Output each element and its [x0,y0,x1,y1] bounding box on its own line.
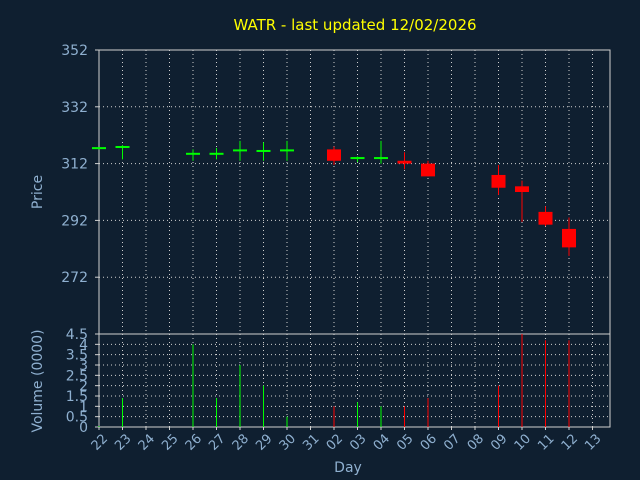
x-tick-label: 02 [324,431,346,453]
x-tick-label: 31 [300,431,322,453]
x-tick-label: 28 [230,431,252,453]
candle-23 [115,145,130,160]
candle-22 [92,147,106,150]
x-tick-label: 10 [512,431,534,453]
x-tick-label: 22 [89,431,111,453]
candle-27 [209,147,224,160]
x-axis: 22 23 24 25 26 27 28 29 30 31 02 03 04 05 06 07 08 09 10 11… [89,427,605,454]
candle-body [209,152,224,155]
candle-body [515,186,529,192]
x-tick-label: 03 [347,431,369,453]
x-tick-label: 25 [159,431,181,453]
x-tick-label: 24 [136,431,158,453]
candle-body [374,157,388,160]
candle-body [256,149,271,152]
volume-tick-label: 3 [79,358,88,374]
candle-03 [350,156,365,163]
candle-body [491,174,506,188]
candle-06 [421,160,435,177]
x-tick-label: 11 [535,431,557,453]
x-tick-label: 07 [441,431,463,453]
volume-tick-label: 1.5 [66,389,88,405]
x-tick-label: 23 [112,431,134,453]
candle-02 [327,146,341,166]
price-tick-label: 272 [61,270,88,286]
x-tick-label: 09 [488,431,510,453]
volume-bars [98,334,570,427]
candle-29 [256,142,271,161]
candle-body [538,211,553,225]
x-tick-label: 13 [582,431,604,453]
candle-09 [491,165,506,195]
volume-tick-label: 2 [79,379,88,395]
candle-body [115,145,130,148]
x-tick-label: 27 [206,431,228,453]
price-tick-label: 312 [61,157,88,173]
candle-10 [515,180,529,222]
candle-body [280,149,294,152]
volume-axis-label: Volume (0000) [30,329,46,432]
x-tick-label: 29 [253,431,275,453]
price-tick-label: 332 [61,100,88,116]
volume-tick-label: 3.5 [66,348,88,364]
price-axis-label: Price [30,175,46,209]
price-tick-label: 352 [61,43,88,59]
candle-body [92,147,106,150]
volume-plot-frame [98,333,611,428]
candle-body [397,160,412,164]
chart-title: WATR - last updated 12/02/2026 [233,16,476,34]
candle-28 [233,140,247,161]
x-tick-label: 08 [465,431,487,453]
x-tick-label: 04 [371,431,393,453]
volume-tick-label: 2.5 [66,368,88,384]
candle-12 [562,217,576,256]
candle-11 [538,206,553,227]
candle-body [186,152,200,155]
price-y-axis: 352 332 312 292 272 [61,43,99,286]
candle-body [327,149,341,161]
candle-body [233,149,247,152]
x-tick-label: 06 [418,431,440,453]
candle-05 [397,152,412,170]
volume-tick-label: 0.5 [66,410,88,426]
price-plot-frame [98,49,611,335]
candle-30 [280,140,294,161]
price-grid [99,50,610,334]
volume-tick-label: 1 [79,399,88,415]
candle-body [562,228,576,248]
candle-26 [186,149,200,161]
candle-body [421,163,435,177]
x-axis-label: Day [334,460,362,476]
x-tick-label: 30 [277,431,299,453]
x-tick-label: 05 [394,431,416,453]
volume-tick-label: 0 [79,420,88,436]
x-tick-label: 12 [559,431,581,453]
candles [92,140,576,256]
candle-04 [374,140,388,164]
candle-body [350,157,365,160]
volume-tick-label: 4 [79,337,88,353]
volume-tick-label: 4.5 [66,327,88,343]
price-tick-label: 292 [61,213,88,229]
volume-grid [99,334,610,427]
volume-y-axis: 4.543.532.521.510.50 [66,327,99,436]
x-tick-label: 26 [183,431,205,453]
